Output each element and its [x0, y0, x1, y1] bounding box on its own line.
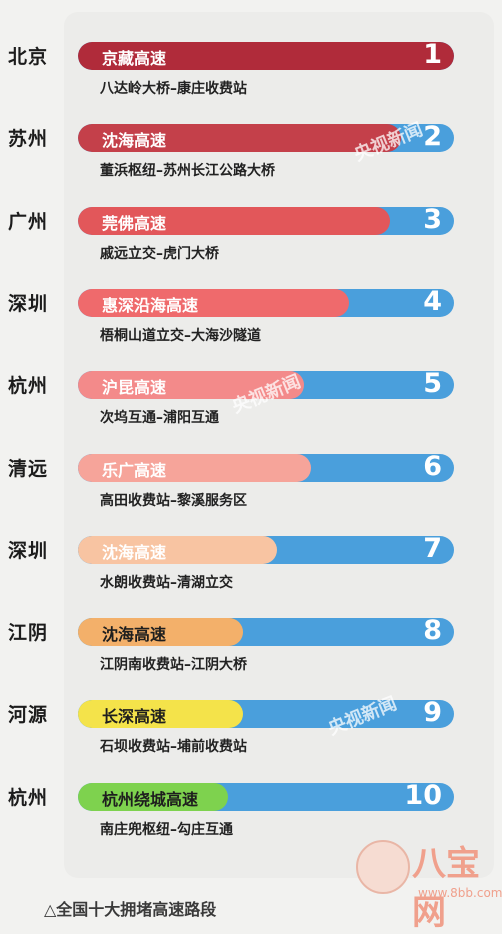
- bar-track: 9: [78, 700, 454, 729]
- bar-track: 7: [78, 535, 454, 564]
- city-label: 广州: [8, 210, 49, 233]
- bar-fill: [78, 42, 454, 70]
- rank-number: 9: [423, 700, 442, 729]
- road-name: 杭州绕城高速: [102, 789, 199, 809]
- road-section: 高田收费站–黎溪服务区: [100, 492, 247, 509]
- ranking-row: 清远 6 乐广高速高田收费站–黎溪服务区: [0, 453, 502, 536]
- ranking-row: 广州 3 莞佛高速戚远立交–虎门大桥: [0, 206, 502, 289]
- ranking-row: 江阴 8 沈海高速江阴南收费站–江阴大桥: [0, 618, 502, 700]
- ranking-row: 北京 1 京藏高速八达岭大桥–康庄收费站: [0, 42, 502, 124]
- chart-panel: [64, 12, 494, 878]
- road-section: 江阴南收费站–江阴大桥: [100, 657, 247, 674]
- road-name: 沈海高速: [102, 625, 167, 645]
- bar-fill: [78, 618, 243, 647]
- bar-fill: [78, 453, 311, 482]
- road-section: 八达岭大桥–康庄收费站: [100, 81, 247, 97]
- road-name: 乐广高速: [102, 460, 167, 480]
- baby-face-icon: [356, 840, 410, 894]
- rank-number: 2: [423, 124, 442, 153]
- logo-text: 八宝网: [412, 844, 480, 933]
- bar-track: 1: [78, 42, 454, 70]
- road-name: 沪昆高速: [102, 378, 167, 398]
- chart-caption: △全国十大拥堵高速路段: [44, 900, 217, 919]
- rank-number: 5: [423, 371, 442, 400]
- road-section: 南庄兜枢纽–勾庄互通: [100, 821, 233, 838]
- city-label: 杭州: [8, 375, 49, 398]
- bar-fill: [78, 124, 401, 153]
- rank-number: 8: [423, 618, 442, 647]
- bar-track: 8: [78, 618, 454, 647]
- bar-track: 4: [78, 288, 454, 317]
- road-name: 惠深沿海高速: [102, 295, 199, 315]
- city-label: 江阴: [8, 622, 49, 645]
- city-label: 清远: [8, 457, 49, 480]
- road-name: 京藏高速: [102, 49, 167, 68]
- rank-number: 10: [404, 782, 442, 811]
- road-section: 戚远立交–虎门大桥: [100, 245, 219, 262]
- road-name: 沈海高速: [102, 542, 167, 562]
- road-section: 梧桐山道立交–大海沙隧道: [100, 327, 261, 344]
- bar-fill: [78, 206, 390, 235]
- city-label: 深圳: [8, 539, 49, 562]
- city-label: 苏州: [8, 128, 49, 151]
- city-label: 深圳: [8, 292, 49, 315]
- ranking-row: 杭州 5 沪昆高速次坞互通–浦阳互通: [0, 371, 502, 453]
- bar-track: 6: [78, 453, 454, 482]
- rank-number: 3: [423, 206, 442, 235]
- ranking-row: 深圳 7 沈海高速水朗收费站–清湖立交: [0, 535, 502, 618]
- road-section: 石坝收费站–埔前收费站: [100, 739, 247, 756]
- rank-number: 4: [423, 288, 442, 317]
- bar-fill: [78, 700, 243, 729]
- city-label: 北京: [8, 46, 49, 68]
- bar-fill: [78, 535, 277, 564]
- road-name: 沈海高速: [102, 131, 167, 151]
- rank-number: 6: [423, 453, 442, 482]
- rank-number: 1: [423, 42, 442, 70]
- road-name: 长深高速: [102, 707, 167, 727]
- road-section: 董浜枢纽–苏州长江公路大桥: [100, 163, 275, 180]
- ranking-row: 杭州 10 杭州绕城高速南庄兜枢纽–勾庄互通: [0, 782, 502, 865]
- city-label: 河源: [8, 704, 49, 727]
- road-section: 次坞互通–浦阳互通: [100, 410, 219, 427]
- bar-track: 3: [78, 206, 454, 235]
- bar-track: 2: [78, 124, 454, 153]
- bar-track: 10: [78, 782, 454, 811]
- bar-fill: [78, 288, 349, 317]
- ranking-row: 河源 9 长深高速石坝收费站–埔前收费站: [0, 700, 502, 782]
- ranking-row: 深圳 4 惠深沿海高速梧桐山道立交–大海沙隧道: [0, 288, 502, 371]
- rank-number: 7: [423, 535, 442, 564]
- road-name: 莞佛高速: [102, 213, 167, 233]
- bar-fill: [78, 782, 228, 811]
- bar-track: 5: [78, 371, 454, 400]
- logo-url: www.8bb.com: [418, 886, 502, 900]
- bar-fill: [78, 371, 304, 400]
- road-section: 水朗收费站–清湖立交: [100, 574, 233, 591]
- site-logo[interactable]: 八宝网 www.8bb.com: [356, 832, 502, 933]
- ranking-row: 苏州 2 沈海高速董浜枢纽–苏州长江公路大桥: [0, 124, 502, 206]
- city-label: 杭州: [8, 786, 49, 809]
